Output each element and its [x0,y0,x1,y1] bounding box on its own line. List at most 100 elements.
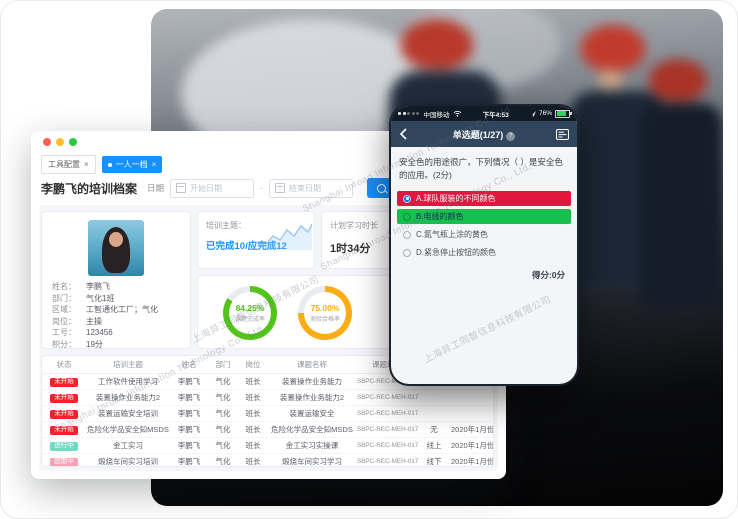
course-cell: 金工实习实操课 [268,437,356,454]
field-value: 李鹏飞 [86,282,110,291]
signal-dots [398,110,421,117]
close-tab-icon[interactable]: × [84,160,89,169]
question-text: 安全色的用途很广，下列情况（ ）是安全色的应用。(2分) [399,157,563,181]
wifi-icon [453,110,461,117]
phone-screen: 中国移动 下午4:53 76% 单选题(1/27)? [391,106,577,384]
training-table: 状态 培训主题 姓名 部门 岗位 课题名称 课题编号 未开始 工作软件使用学习 李鹏飞 气化 班长装… [42,356,493,466]
status-badge: 未开始 [50,393,78,403]
field-value: 气化1班 [86,293,115,303]
battery-icon [555,109,572,118]
training-table-card: 状态 培训主题 姓名 部门 岗位 课题名称 课题编号 未开始 工作软件使用学习 李鹏飞 气化 班长装… [41,355,494,467]
name-cell: 李鹏飞 [170,405,208,422]
dept-cell: 气化 [208,453,238,466]
status-cell: 未开始 [42,421,86,438]
mode-cell [418,389,450,406]
profile-card: 姓名： 李鹏飞 部门： 气化1班 区域： 工智通化工厂；气化 岗位： 主操 工号： 123456 积… [41,211,191,349]
search-icon [377,183,387,193]
signal-dot-icon [402,112,406,115]
signal-dot-icon [416,112,419,115]
status-badge: 未开始 [50,409,78,419]
tab-bar: 工具配置 × 一人一档 × [31,153,506,174]
plan-cell: 2020年1月份培训计划 [450,421,493,438]
end-date-input[interactable] [289,183,348,193]
topic-cell: 装置操作业务能力2 [86,389,170,406]
end-date-field[interactable] [269,178,354,198]
close-tab-icon[interactable]: × [151,160,157,169]
window-titlebar [31,131,506,153]
plan-duration-label: 计划学习时长 [330,221,378,230]
radio-icon [403,230,411,239]
post-cell: 班长 [238,421,268,438]
plan-cell [450,389,493,406]
table-column-header: 课题名称 [268,356,356,374]
topic-cell: 金工实习 [86,437,170,454]
signal-dot-icon [398,112,401,115]
name-cell: 李鹏飞 [170,453,208,466]
field-label: 区域： [52,305,76,314]
profile-field: 部门： 气化1班 [52,293,180,305]
post-cell: 班长 [238,389,268,406]
carrier-label: 中国移动 [423,111,450,119]
topic-cell: 装置运输安全培训 [86,405,170,422]
field-value: 主操 [86,316,102,326]
table-column-header: 姓名 [170,356,208,374]
post-cell: 班长 [238,405,268,422]
topic-label: 培训主题： [206,221,246,230]
option-text: C.氮气瓶上涂的黄色 [416,230,488,240]
minimize-button[interactable] [56,138,64,146]
help-icon[interactable]: ? [506,131,516,141]
calendar-icon [176,183,187,193]
status-badge: 未开始 [50,377,78,387]
score-text: 得分:0分 [531,270,565,281]
maximize-button[interactable] [69,138,77,146]
donut-ring: 84.25% 课题完成率 [223,286,277,340]
donut-label: 测验合格率 [309,317,340,323]
tab-label: 工具配置 [48,160,80,169]
tab-one-person-file[interactable]: 一人一档 × [101,156,163,173]
back-icon[interactable] [399,128,407,140]
plan-cell [450,405,493,422]
quiz-pass-donut: 75.00% 测验合格率 [298,286,352,340]
close-button[interactable] [43,138,51,146]
course-cell: 煅烧车间实习学习 [268,453,356,466]
mode-cell [418,405,450,422]
topic-cell: 工作软件使用学习 [86,373,170,390]
plan-cell: 2020年1月份培训计划 [450,453,493,466]
start-date-input[interactable] [190,183,249,193]
post-cell: 班长 [238,437,268,454]
tab-label: 一人一档 [115,160,148,169]
mode-cell: 线上 [418,437,450,454]
course-code-cell: SBPC-REC-MEH-017 [356,437,418,454]
table-row: 未开始 危险化学品安全知MSDS 李鹏飞 气化 班长 危险化学品安全知MSDS SBPC-R… [42,421,493,438]
plan-cell: 2020年1月份培训计划 [450,437,493,454]
battery-percent: 76% [538,110,552,117]
field-label: 工号： [52,328,76,337]
radio-icon [403,212,411,221]
status-badge: 进行中 [50,441,78,451]
answer-option[interactable]: D.紧急停止按钮的颜色 [397,245,571,260]
options-list: A.球队服装的不同颜色 B.电线的颜色 C.氮气瓶上涂的黄色 D.紧急停止按钮的颜色 [391,191,577,260]
field-label: 部门： [52,293,76,303]
answer-sheet-icon[interactable] [556,129,569,140]
field-value: 123456 [86,328,113,337]
answer-option[interactable]: A.球队服装的不同颜色 [397,191,571,207]
mode-cell: 线下 [418,453,450,466]
status-cell: 进行中 [42,437,86,454]
dept-cell: 气化 [208,421,238,438]
start-date-field[interactable] [170,178,255,198]
answer-option[interactable]: C.氮气瓶上涂的黄色 [397,227,571,242]
location-arrow-icon [529,110,536,117]
status-cell: 未开始 [42,405,86,422]
dept-cell: 气化 [208,389,238,406]
status-badge: 未开始 [50,425,78,435]
mode-cell: 无 [418,421,450,438]
answer-option[interactable]: B.电线的颜色 [397,209,571,225]
field-label: 姓名： [52,282,76,291]
tab-tool-config[interactable]: 工具配置 × [41,155,96,174]
donut-ring: 75.00% 测验合格率 [298,286,352,340]
status-cell: 超期中 [42,453,86,466]
course-cell: 装置操作业务能力2 [268,389,356,406]
course-code-cell: SBPC-REC-MEH-017 [356,405,418,422]
signal-dot-icon [411,112,415,115]
topic-cell: 煅烧车间实习培训 [86,453,170,466]
